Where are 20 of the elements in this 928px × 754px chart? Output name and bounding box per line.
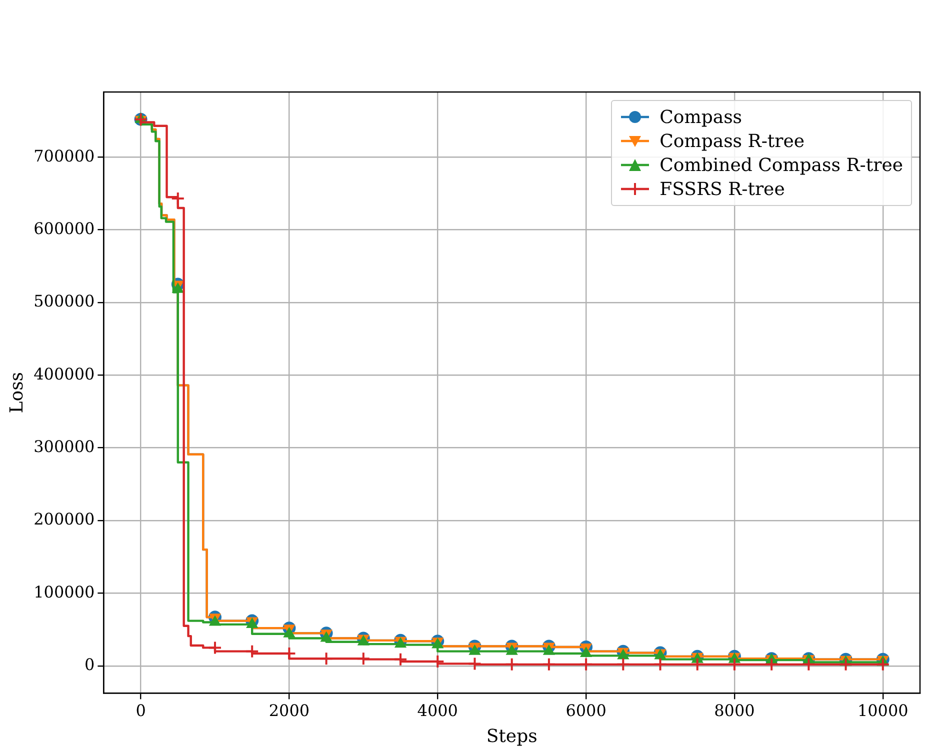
x-tick-label: 2000	[268, 700, 310, 720]
y-axis-title: Loss	[6, 372, 28, 414]
y-tick-label: 700000	[34, 146, 95, 166]
y-tick-label: 300000	[34, 436, 95, 456]
y-tick-label: 0	[84, 655, 95, 674]
y-tick-label: 100000	[34, 582, 95, 602]
y-tick-label: 400000	[34, 364, 95, 384]
x-tick-label: 6000	[566, 700, 606, 720]
legend-label: Compass	[660, 106, 742, 128]
x-tick-label: 8000	[714, 700, 755, 720]
x-tick-label: 0	[136, 700, 146, 720]
y-tick-label: 600000	[34, 218, 95, 238]
x-tick-label: 4000	[417, 700, 458, 720]
legend-label: FSSRS R-tree	[660, 178, 785, 200]
y-tick-label: 500000	[34, 292, 95, 311]
legend-label: Combined Compass R-tree	[660, 154, 903, 176]
y-tick-label: 200000	[34, 510, 95, 529]
x-tick-label: 10000	[857, 700, 908, 720]
x-axis-title: Steps	[486, 726, 538, 747]
legend-label: Compass R-tree	[660, 130, 805, 152]
